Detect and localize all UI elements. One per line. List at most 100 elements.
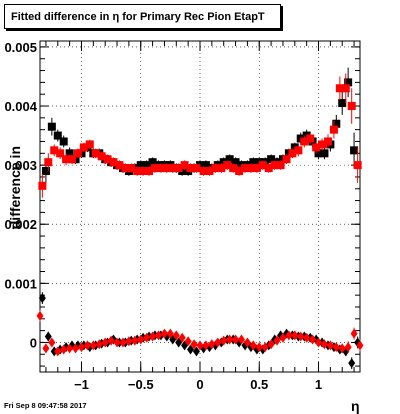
data-point-diamond <box>320 339 328 350</box>
data-point-diamond <box>348 358 356 369</box>
data-point-square <box>150 164 159 173</box>
data-point-diamond <box>72 343 80 354</box>
data-point-square <box>329 125 338 134</box>
y-tick-label: 0.001 <box>4 276 37 291</box>
data-point-square <box>162 164 171 173</box>
data-point-diamond <box>95 339 103 350</box>
data-point-square <box>156 164 165 173</box>
data-point-square <box>174 164 183 173</box>
data-point-diamond <box>261 342 269 353</box>
data-point-diamond <box>119 337 127 348</box>
data-point-diamond <box>125 336 133 347</box>
data-point-diamond <box>243 337 251 348</box>
data-point-square <box>44 158 53 167</box>
data-point-diamond <box>107 335 115 346</box>
chart-title-text: Fitted difference in η for Primary Rec P… <box>11 10 265 23</box>
data-point-square <box>314 149 323 158</box>
data-point-square <box>62 155 71 164</box>
data-point-diamond <box>220 335 228 346</box>
data-point-diamond <box>50 346 58 357</box>
data-point-square <box>139 167 148 176</box>
data-point-square <box>332 119 341 128</box>
data-point-square <box>201 161 210 170</box>
data-point-square <box>65 149 74 158</box>
data-point-diamond <box>309 334 317 345</box>
data-point-square <box>56 149 65 158</box>
data-point-square <box>223 161 232 170</box>
x-tick-label: −1 <box>74 377 89 392</box>
data-point-square <box>97 152 106 161</box>
data-point-square <box>241 164 250 173</box>
y-axis-title: difference in <box>7 146 23 229</box>
data-point-diamond <box>83 340 91 351</box>
data-point-square <box>249 158 258 167</box>
chart-title: Fitted difference in η for Primary Rec P… <box>4 4 281 29</box>
data-point-square <box>235 167 244 176</box>
x-axis-title: η <box>351 398 360 414</box>
data-point-square <box>294 146 303 155</box>
data-point-square <box>338 99 347 108</box>
x-tick-label: −0.5 <box>128 377 154 392</box>
data-point-diamond <box>326 340 334 351</box>
data-point-square <box>320 149 329 158</box>
data-point-square <box>270 161 279 170</box>
data-point-square <box>267 155 276 164</box>
data-point-diamond <box>291 330 299 341</box>
data-point-square <box>121 164 130 173</box>
data-point-diamond <box>338 343 346 354</box>
data-point-square <box>73 149 82 158</box>
data-point-diamond <box>42 343 50 354</box>
data-point-diamond <box>202 340 210 351</box>
data-point-square <box>145 167 154 176</box>
data-point-square <box>41 167 50 176</box>
tick-labels: −1 −0.5 0 0.5 1 0 0.001 0.002 0.003 0.004 0.005 <box>4 40 322 392</box>
data-point-diamond <box>350 328 358 339</box>
data-point-square <box>136 161 145 170</box>
data-point-diamond <box>44 331 52 342</box>
data-point-square <box>344 78 353 87</box>
data-point-diamond <box>36 310 44 321</box>
data-point-square <box>347 102 356 111</box>
data-point-square <box>353 161 362 170</box>
data-point-square <box>300 137 309 146</box>
data-point-diamond <box>208 339 216 350</box>
plot-frame <box>39 40 361 373</box>
data-point-diamond <box>237 334 245 345</box>
data-point-square <box>59 137 68 146</box>
data-point-diamond <box>344 342 352 353</box>
data-point-square <box>205 167 214 176</box>
data-point-square <box>103 155 112 164</box>
y-tick-label: 0.002 <box>4 217 37 232</box>
data-point-diamond <box>66 343 74 354</box>
data-point-square <box>186 164 195 173</box>
data-point-square <box>85 140 94 149</box>
data-point-diamond <box>60 344 68 355</box>
data-point-square <box>133 167 142 176</box>
data-point-diamond <box>89 340 97 351</box>
data-point-diamond <box>54 346 62 357</box>
data-point-diamond <box>273 335 281 346</box>
data-point-diamond <box>285 330 293 341</box>
data-points <box>36 67 364 370</box>
data-point-diamond <box>232 334 240 345</box>
data-point-square <box>288 149 297 158</box>
data-point-diamond <box>190 339 198 350</box>
data-point-square <box>115 161 124 170</box>
data-point-diamond <box>267 339 275 350</box>
data-point-diamond <box>178 332 186 343</box>
y-tick-label: 0.005 <box>4 40 37 55</box>
data-point-square <box>180 161 189 170</box>
data-point-square <box>168 164 177 173</box>
data-point-diamond <box>48 337 56 348</box>
data-point-square <box>276 161 285 170</box>
data-point-diamond <box>137 334 145 345</box>
data-point-diamond <box>196 340 204 351</box>
y-tick-label: 0 <box>30 335 37 350</box>
data-point-square <box>341 84 350 93</box>
data-point-diamond <box>187 344 195 355</box>
data-point-square <box>142 161 151 170</box>
data-point-square <box>324 137 332 146</box>
data-point-diamond <box>303 332 311 343</box>
data-point-diamond <box>160 328 168 339</box>
